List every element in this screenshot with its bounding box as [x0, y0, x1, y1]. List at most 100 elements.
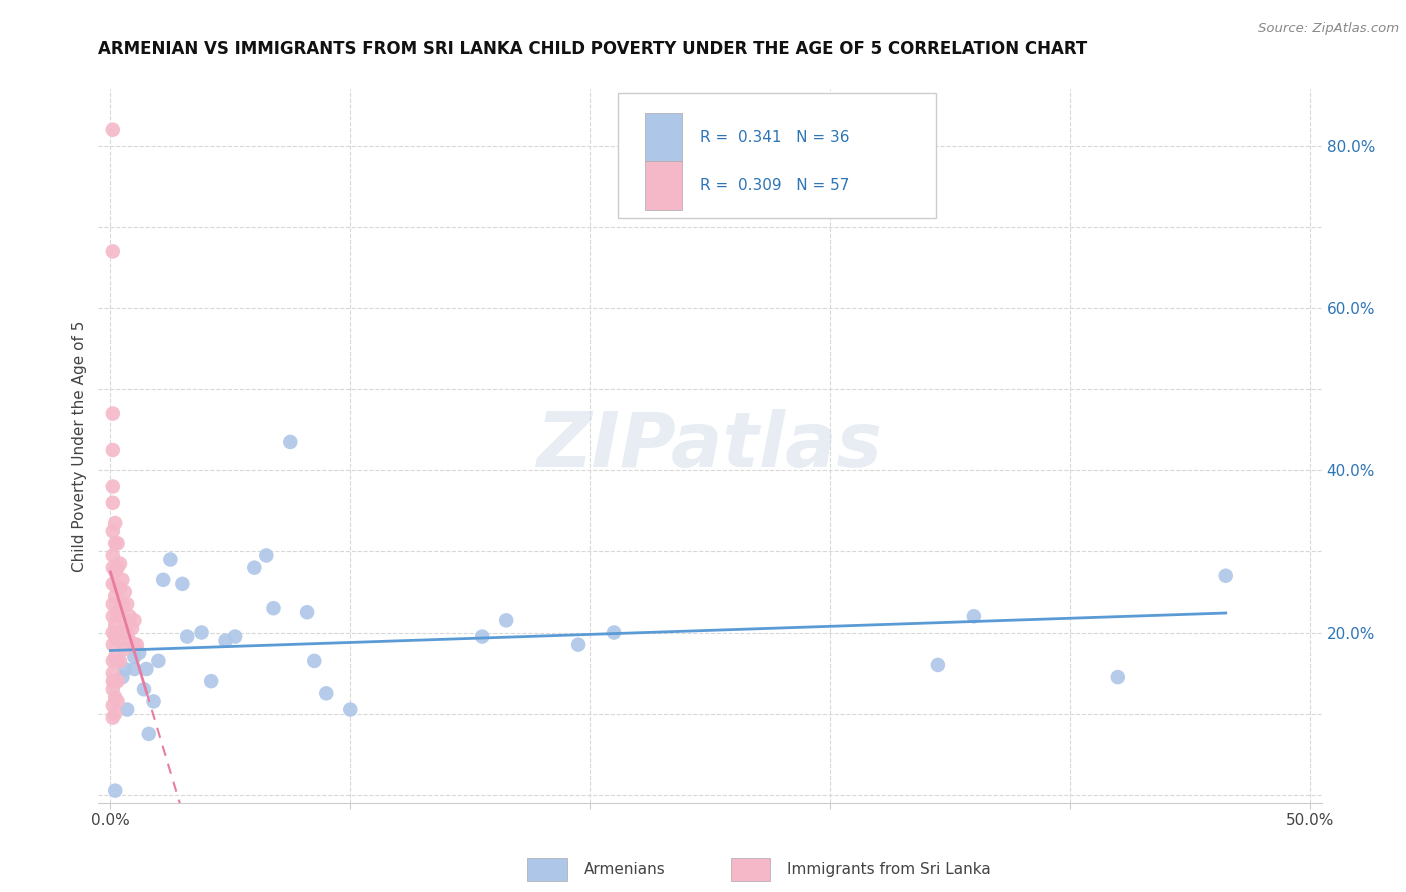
Point — [104, 589, 127, 603]
Point — [104, 565, 127, 579]
FancyBboxPatch shape — [619, 93, 936, 218]
Point — [339, 702, 361, 716]
Point — [107, 605, 129, 619]
Point — [107, 536, 129, 550]
Point — [118, 633, 141, 648]
Point — [101, 244, 124, 259]
Text: Immigrants from Sri Lanka: Immigrants from Sri Lanka — [787, 863, 991, 877]
FancyBboxPatch shape — [645, 112, 682, 161]
Point — [190, 625, 212, 640]
FancyBboxPatch shape — [645, 161, 682, 210]
Point — [471, 630, 494, 644]
Point — [104, 674, 127, 689]
Point — [108, 625, 131, 640]
Point — [114, 641, 136, 656]
Y-axis label: Child Poverty Under the Age of 5: Child Poverty Under the Age of 5 — [72, 320, 87, 572]
Point — [101, 682, 124, 697]
Point — [108, 557, 131, 571]
Point — [567, 638, 589, 652]
Point — [101, 496, 124, 510]
Point — [927, 657, 949, 672]
Text: ARMENIAN VS IMMIGRANTS FROM SRI LANKA CHILD POVERTY UNDER THE AGE OF 5 CORRELATI: ARMENIAN VS IMMIGRANTS FROM SRI LANKA CH… — [98, 40, 1088, 58]
Point — [104, 617, 127, 632]
Point — [495, 613, 517, 627]
Point — [124, 662, 146, 676]
Point — [111, 670, 134, 684]
Text: Armenians: Armenians — [583, 863, 665, 877]
Point — [121, 622, 143, 636]
Point — [142, 694, 165, 708]
Point — [111, 573, 134, 587]
Point — [101, 577, 124, 591]
Point — [101, 654, 124, 668]
Point — [214, 633, 236, 648]
Point — [200, 674, 222, 689]
Point — [107, 581, 129, 595]
Point — [315, 686, 337, 700]
Point — [152, 573, 174, 587]
Point — [107, 633, 129, 648]
Point — [278, 434, 301, 449]
Point — [295, 605, 318, 619]
Point — [114, 662, 136, 676]
Point — [107, 654, 129, 668]
Point — [107, 560, 129, 574]
Text: ZIPatlas: ZIPatlas — [537, 409, 883, 483]
Point — [101, 443, 124, 458]
Point — [104, 783, 127, 797]
Point — [124, 649, 146, 664]
Point — [172, 577, 194, 591]
Point — [254, 549, 277, 563]
Point — [107, 674, 129, 689]
Point — [104, 690, 127, 705]
Point — [101, 549, 124, 563]
Point — [108, 601, 131, 615]
Point — [101, 638, 124, 652]
Point — [108, 581, 131, 595]
Point — [138, 727, 160, 741]
Point — [159, 552, 181, 566]
Point — [101, 524, 124, 538]
Point — [107, 694, 129, 708]
Point — [115, 597, 138, 611]
Point — [104, 649, 127, 664]
Point — [111, 625, 134, 640]
Point — [104, 536, 127, 550]
Point — [101, 698, 124, 713]
Point — [108, 654, 131, 668]
Point — [135, 662, 157, 676]
Point — [104, 630, 127, 644]
Point — [101, 122, 124, 136]
Point — [101, 625, 124, 640]
Point — [176, 630, 198, 644]
Point — [101, 407, 124, 421]
Point — [963, 609, 986, 624]
Point — [115, 702, 138, 716]
Point — [132, 682, 155, 697]
Point — [304, 654, 326, 668]
Point — [114, 585, 136, 599]
Point — [101, 609, 124, 624]
Point — [1107, 670, 1129, 684]
Point — [101, 666, 124, 681]
Point — [115, 625, 138, 640]
Point — [101, 674, 124, 689]
Text: Source: ZipAtlas.com: Source: ZipAtlas.com — [1258, 22, 1399, 36]
Point — [224, 630, 246, 644]
Point — [148, 654, 170, 668]
Point — [114, 613, 136, 627]
Point — [118, 609, 141, 624]
Point — [125, 638, 148, 652]
Point — [104, 706, 127, 721]
Text: R =  0.309   N = 57: R = 0.309 N = 57 — [700, 178, 849, 193]
Point — [101, 711, 124, 725]
Point — [104, 516, 127, 530]
Point — [128, 646, 150, 660]
Point — [263, 601, 285, 615]
Point — [101, 597, 124, 611]
Point — [101, 560, 124, 574]
Point — [124, 613, 146, 627]
Point — [124, 638, 146, 652]
Text: R =  0.341   N = 36: R = 0.341 N = 36 — [700, 129, 849, 145]
Point — [603, 625, 626, 640]
